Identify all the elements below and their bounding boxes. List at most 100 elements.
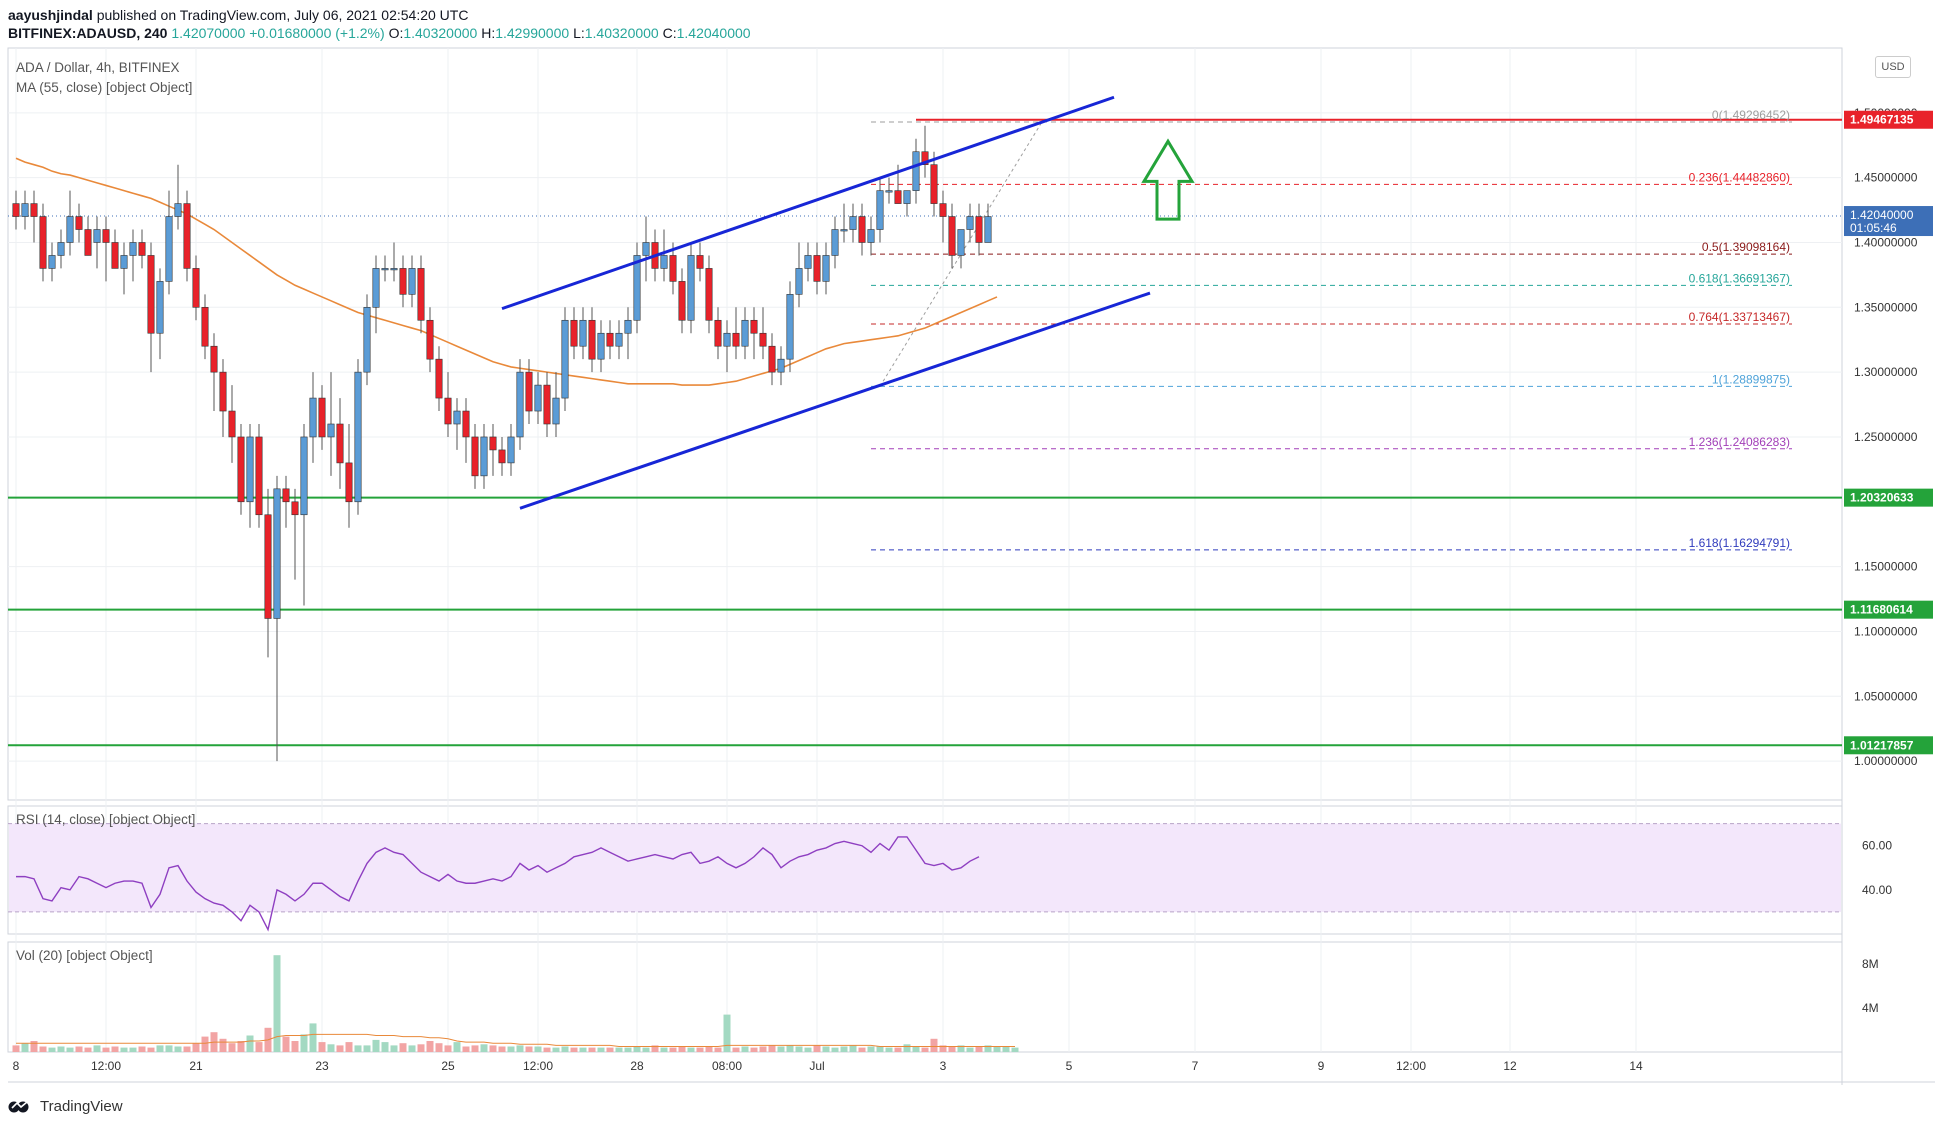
time-tick-label: 7 (1192, 1059, 1199, 1073)
volume-bar (111, 1046, 119, 1052)
volume-legend[interactable]: Vol (20) [object Object] (16, 948, 153, 963)
volume-bar (57, 1046, 65, 1052)
volume-bar (966, 1047, 974, 1052)
volume-bar (12, 1045, 20, 1052)
rsi-legend[interactable]: RSI (14, close) [object Object] (16, 812, 196, 827)
resistance-level-label: 1.49467135 (1850, 113, 1914, 127)
volume-bar (687, 1047, 695, 1052)
volume-bar (165, 1045, 173, 1052)
candle-up (849, 216, 857, 230)
time-tick-label: 12 (1503, 1059, 1517, 1073)
support-level-tag (1844, 488, 1933, 507)
volume-bar (372, 1039, 380, 1052)
candle-up (777, 358, 785, 373)
time-tick-label: 12:00 (91, 1059, 121, 1073)
volume-bar (543, 1047, 551, 1052)
fib-level-label: 0.764(1.33713467) (1689, 310, 1790, 324)
close-label: C: (662, 25, 677, 41)
price-tick-label: 1.00000000 (1854, 754, 1918, 768)
price-tick-label: 1.40000000 (1854, 235, 1918, 249)
volume-bar (462, 1046, 470, 1052)
candle-down (138, 242, 146, 256)
volume-bar (606, 1047, 614, 1052)
volume-bar (48, 1047, 56, 1052)
volume-bar (507, 1046, 515, 1052)
price-tick-label: 1.30000000 (1854, 365, 1918, 379)
candle-down (417, 268, 425, 321)
volume-bar (498, 1046, 506, 1052)
ma-legend[interactable]: MA (55, close) [object Object] (16, 80, 193, 95)
fib-level-label: 1.236(1.24086283) (1689, 435, 1790, 449)
candle-up (120, 255, 128, 269)
rsi-line (16, 836, 980, 932)
time-tick-label: 12:00 (1396, 1059, 1426, 1073)
candle-down (282, 488, 290, 503)
time-tick-label: 8 (13, 1059, 20, 1073)
low-label: L: (573, 25, 585, 41)
volume-bar (597, 1047, 605, 1052)
candle-up (516, 371, 524, 438)
main-series-legend[interactable]: ADA / Dollar, 4h, BITFINEX (16, 60, 180, 75)
volume-bar (363, 1045, 371, 1052)
fib-level-label: 0.618(1.36691367) (1689, 271, 1790, 285)
candle-up (966, 216, 974, 230)
volume-bar (228, 1043, 236, 1052)
candle-down (345, 462, 353, 503)
candle-up (165, 216, 173, 282)
volume-bar (417, 1044, 425, 1052)
volume-ma-line (16, 1033, 1015, 1047)
fib-level-label: 1(1.28899875) (1712, 372, 1790, 386)
volume-bar (831, 1047, 839, 1052)
author-name[interactable]: aayushjindal (8, 7, 93, 23)
candle-up (741, 319, 749, 347)
currency-button[interactable]: USD (1875, 56, 1911, 78)
volume-bar (273, 955, 281, 1052)
candle-up (156, 281, 164, 334)
volume-bar (84, 1047, 92, 1052)
tradingview-brand[interactable]: TradingView (40, 1098, 123, 1115)
candle-down (696, 255, 704, 269)
volume-bar (921, 1047, 929, 1052)
candle-down (84, 229, 92, 256)
volume-bar (480, 1044, 488, 1052)
moving-average-line (15, 157, 998, 386)
volume-bar (408, 1045, 416, 1052)
volume-bar (201, 1036, 209, 1052)
candle-up (840, 229, 848, 232)
volume-bar (147, 1047, 155, 1052)
candle-down (705, 268, 713, 321)
volume-bar (732, 1047, 740, 1052)
up-arrow-icon (1141, 138, 1195, 221)
candle-down (858, 216, 866, 243)
volume-bar (183, 1046, 191, 1052)
candle-down (894, 190, 902, 204)
volume-bar (876, 1046, 884, 1052)
time-tick-label: 5 (1066, 1059, 1073, 1073)
time-tick-label: 25 (441, 1059, 455, 1073)
candle-down (435, 358, 443, 399)
channel-lower-line (519, 291, 1151, 510)
volume-bar (867, 1046, 875, 1052)
time-tick-label: 21 (189, 1059, 203, 1073)
publish-info: published on TradingView.com, July 06, 2… (96, 7, 469, 23)
low-value: 1.40320000 (584, 25, 659, 41)
candle-up (354, 371, 362, 503)
volume-bar (66, 1047, 74, 1052)
time-tick-label: 12:00 (523, 1059, 553, 1073)
fib-diagonal (879, 121, 1043, 387)
candle-down (192, 268, 200, 308)
candle-down (336, 423, 344, 464)
candle-down (732, 332, 740, 347)
countdown-label: 01:05:46 (1850, 221, 1897, 235)
time-tick-label: 23 (315, 1059, 329, 1073)
candle-down (444, 397, 452, 425)
candle-up (723, 332, 731, 347)
support-level-label: 1.20320633 (1850, 491, 1914, 505)
volume-bar (588, 1047, 596, 1052)
volume-bar (426, 1041, 434, 1052)
symbol-label: BITFINEX:ADAUSD, 240 (8, 25, 168, 41)
candle-up (390, 268, 398, 271)
volume-bar (723, 1014, 731, 1052)
candle-down (543, 384, 551, 425)
